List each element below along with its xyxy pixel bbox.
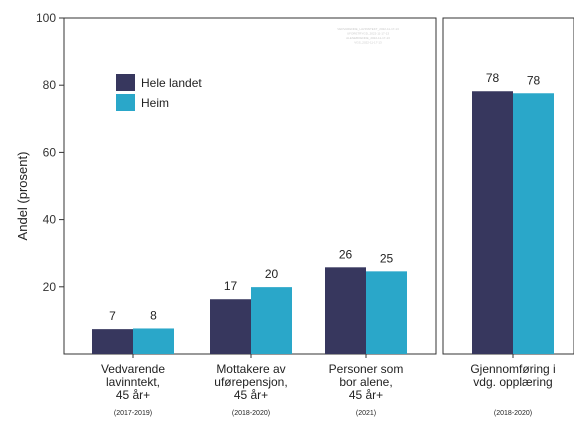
- category-label: vdg. opplæring: [473, 375, 552, 389]
- y-axis-title: Andel (prosent): [15, 152, 30, 241]
- y-tick-label: 40: [43, 213, 57, 227]
- category-label: Personer som: [329, 362, 404, 376]
- bar-value-label: 78: [527, 73, 541, 87]
- bar-heim: [366, 271, 407, 354]
- bar-value-label: 26: [339, 247, 353, 261]
- bar-value-label: 17: [224, 279, 238, 293]
- bar-hele-landet: [92, 329, 133, 354]
- bar-hele-landet: [325, 267, 366, 354]
- category-period: (2017-2019): [114, 410, 152, 417]
- y-tick-label: 20: [43, 280, 57, 294]
- watermark: VEDVARENDE_LAVINNTEKT_2022-11-17-13UFORE…: [337, 27, 399, 45]
- legend-swatch: [116, 74, 135, 91]
- y-axis: 20 40 60 80 100: [36, 11, 64, 294]
- category-period: (2018-2020): [232, 410, 270, 417]
- bar-value-label: 7: [109, 309, 116, 323]
- category-label: 45 år+: [349, 388, 383, 402]
- bar-hele-landet: [472, 91, 513, 355]
- category-label: Mottakere av: [216, 362, 285, 376]
- bars: [92, 91, 554, 355]
- bar-value-label: 8: [150, 308, 157, 322]
- category-label: uførepensjon,: [214, 375, 287, 389]
- y-tick-label: 60: [43, 145, 57, 159]
- watermark-line: UFORETRYGD_2022-11-17-13: [347, 32, 389, 36]
- watermark-line: VGS_2022-11-17-13: [354, 41, 382, 45]
- category-label: 45 år+: [234, 388, 268, 402]
- category-period: (2021): [356, 410, 376, 417]
- watermark-line: VEDVARENDE_LAVINNTEKT_2022-11-17-13: [337, 27, 399, 31]
- bar-heim: [513, 93, 554, 354]
- legend-swatch: [116, 94, 135, 111]
- legend-label: Hele landet: [141, 76, 202, 90]
- bar-value-label: 20: [265, 267, 279, 281]
- bar-hele-landet: [210, 299, 251, 354]
- y-tick-label: 100: [36, 11, 56, 25]
- bar-value-label: 25: [380, 251, 394, 265]
- bar-heim: [251, 287, 292, 354]
- legend: Hele landet Heim: [116, 74, 202, 111]
- y-tick-label: 80: [43, 78, 57, 92]
- category-label: bor alene,: [339, 375, 392, 389]
- watermark-line: ALENEBOENDE_2022-11-17-13: [346, 36, 390, 40]
- category-label: Vedvarende: [101, 362, 165, 376]
- category-label: lavinntekt,: [106, 375, 160, 389]
- legend-label: Heim: [141, 96, 169, 110]
- bar-heim: [133, 328, 174, 354]
- category-label: Gjennomføring i: [470, 362, 555, 376]
- bar-value-label: 78: [486, 71, 500, 85]
- category-period: (2018-2020): [494, 410, 532, 417]
- category-label: 45 år+: [116, 388, 150, 402]
